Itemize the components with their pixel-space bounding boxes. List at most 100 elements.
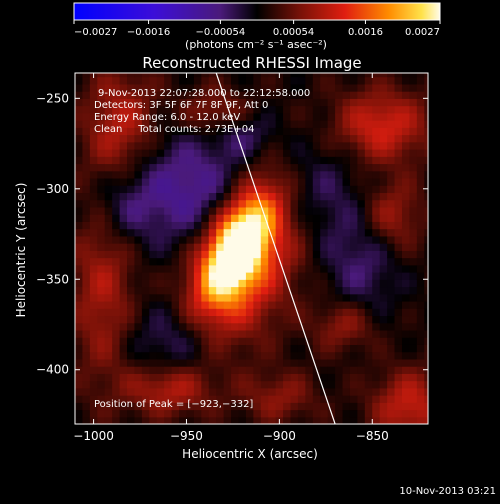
heatmap-cell [75, 373, 84, 382]
heatmap-cell [171, 192, 180, 201]
heatmap-cell [82, 127, 91, 136]
heatmap-cell [379, 293, 388, 302]
heatmap-cell [97, 373, 106, 382]
heatmap-cell [349, 83, 358, 92]
heatmap-cell [171, 148, 180, 157]
x-axis-label: Heliocentric X (arcsec) [182, 447, 318, 461]
heatmap-cell [164, 250, 173, 259]
colorbar-tick-label: −0.0027 [74, 27, 117, 38]
heatmap-cell [364, 156, 373, 165]
heatmap-cell [97, 416, 106, 424]
heatmap-cell [245, 243, 254, 251]
heatmap-cell [179, 228, 188, 237]
heatmap-cell [253, 141, 262, 150]
heatmap-cell [260, 141, 269, 150]
heatmap-cell [134, 170, 143, 179]
heatmap-cell [349, 329, 358, 338]
heatmap-cell [75, 416, 84, 424]
heatmap-cell [335, 177, 344, 186]
heatmap-cell [186, 416, 195, 424]
heatmap-cell [245, 163, 254, 172]
heatmap-cell [141, 156, 150, 165]
heatmap-cell [401, 148, 411, 157]
heatmap-cell [97, 286, 106, 295]
heatmap-cell [156, 105, 165, 114]
heatmap-cell [164, 337, 173, 345]
heatmap-cell [253, 73, 262, 78]
heatmap-cell [89, 156, 98, 165]
heatmap-cell [357, 315, 366, 324]
heatmap-cell [387, 402, 396, 411]
heatmap-cell [223, 127, 232, 136]
heatmap-cell [149, 163, 158, 172]
heatmap-cell [208, 329, 217, 338]
heatmap-cell [387, 337, 396, 345]
heatmap-cell [127, 373, 136, 382]
heatmap-cell [164, 366, 173, 374]
heatmap-cell [112, 228, 121, 237]
heatmap-cell [283, 163, 292, 172]
heatmap-cell [290, 409, 299, 418]
heatmap-cell [193, 329, 202, 338]
heatmap-cell [238, 91, 247, 99]
heatmap-cell [134, 120, 143, 128]
heatmap-cell [223, 257, 232, 266]
heatmap-cell [401, 279, 411, 288]
heatmap-cell [75, 105, 84, 114]
heatmap-cell [119, 387, 128, 396]
heatmap-cell [179, 98, 188, 107]
heatmap-cell [416, 344, 425, 353]
heatmap-cell [89, 243, 98, 251]
x-axis: −1000 −950 −900 −850 [73, 73, 389, 443]
heatmap-cell [401, 351, 411, 360]
heatmap-cell [97, 127, 106, 136]
heatmap-cell [149, 337, 158, 345]
heatmap-cell [238, 83, 247, 92]
heatmap-cell [364, 98, 373, 107]
heatmap-cell [201, 177, 210, 186]
heatmap-cell [223, 308, 232, 317]
heatmap-cell [208, 112, 217, 121]
heatmap-cell [394, 163, 403, 172]
heatmap-cell [357, 148, 366, 157]
heatmap-cell [283, 402, 292, 411]
heatmap-cell [112, 373, 121, 382]
heatmap-cell [112, 264, 121, 273]
heatmap-cell [104, 134, 113, 143]
heatmap-cell [409, 185, 418, 194]
heatmap-cell [231, 402, 240, 411]
heatmap-cell [335, 243, 344, 251]
heatmap-cell [387, 141, 396, 150]
heatmap-cell [357, 416, 366, 424]
heatmap-cell [223, 243, 232, 251]
heatmap-cell [119, 416, 128, 424]
heatmap-cell [357, 366, 366, 374]
heatmap-cell [216, 192, 225, 201]
heatmap-cell [245, 73, 254, 78]
heatmap-cell [179, 366, 188, 374]
heatmap-cell [193, 380, 202, 389]
heatmap-cell [179, 170, 188, 179]
heatmap-cell [89, 221, 98, 230]
heatmap-cell [416, 228, 425, 237]
heatmap-cell [394, 402, 403, 411]
heatmap-cell [216, 279, 225, 288]
heatmap-cell [305, 257, 314, 266]
heatmap-cell [89, 366, 98, 374]
colorbar-gradient [73, 2, 441, 21]
heatmap-cell [75, 91, 84, 99]
heatmap-cell [320, 228, 329, 237]
heatmap-cell [275, 91, 284, 99]
heatmap-cell [327, 395, 336, 403]
annotation-time-range: 9-Nov-2013 22:07:28.000 to 22:12:58.000 [98, 88, 310, 99]
heatmap-cell [112, 387, 121, 396]
heatmap-cell [119, 344, 128, 353]
heatmap-cell [305, 243, 314, 251]
heatmap-cell [283, 272, 292, 280]
heatmap-cell [156, 170, 165, 179]
heatmap-cell [119, 228, 128, 237]
heatmap-cell [186, 337, 195, 345]
heatmap-cell [141, 235, 150, 244]
heatmap-cell [164, 416, 173, 424]
heatmap-cell [297, 177, 306, 186]
